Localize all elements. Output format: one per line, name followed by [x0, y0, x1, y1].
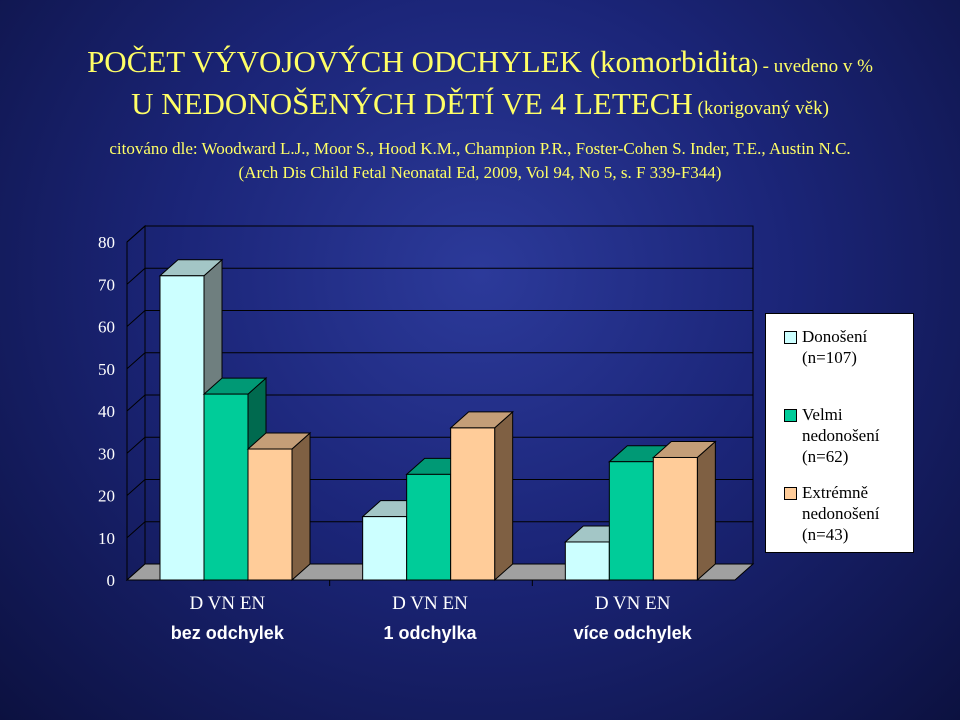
legend-label-line: nedonošení — [802, 426, 880, 445]
y-tick-label: 70 — [98, 275, 115, 294]
legend-label-line: (n=43) — [802, 525, 849, 544]
gridline-side — [126, 225, 146, 243]
chart-title-line-1: POČET VÝVOJOVÝCH ODCHYLEK (komorbidita) … — [0, 44, 960, 80]
legend-label-line: nedonošení — [802, 504, 880, 523]
citation-line-2: (Arch Dis Child Fetal Neonatal Ed, 2009,… — [238, 163, 722, 182]
bar — [362, 516, 408, 581]
category-label: více odchylek — [574, 623, 693, 643]
y-tick-label: 50 — [98, 360, 115, 379]
bar-side — [291, 431, 311, 582]
legend-swatch — [784, 331, 797, 344]
y-tick-label: 80 — [98, 233, 115, 252]
chart-title-line-2: U NEDONOŠENÝCH DĚTÍ VE 4 LETECH (korigov… — [0, 86, 960, 122]
y-tick-label: 40 — [98, 402, 115, 421]
gridline-side — [126, 479, 146, 496]
legend-label: Donošení (n=107) — [802, 326, 912, 368]
gridline-side — [126, 394, 146, 412]
bar — [406, 473, 452, 581]
legend-label-line: Velmi — [802, 405, 843, 424]
category-label: bez odchylek — [171, 623, 285, 643]
legend-label: Extrémně nedonošení (n=43) — [802, 482, 912, 545]
legend-swatch — [784, 409, 797, 422]
legend-label-line: Donošení — [802, 327, 868, 346]
title-main-1: POČET VÝVOJOVÝCH ODCHYLEK (komorbidita — [87, 44, 752, 79]
bar — [450, 427, 496, 581]
gridline-side — [126, 436, 146, 454]
citation-line-1: citováno dle: Woodward L.J., Moor S., Ho… — [109, 139, 851, 158]
bar — [652, 456, 698, 581]
y-tick-label: 20 — [98, 487, 115, 506]
bar — [564, 541, 610, 581]
y-tick-label: 30 — [98, 444, 115, 463]
y-tick-label: 0 — [107, 571, 116, 590]
legend-label-line: Extrémně — [802, 483, 869, 502]
bar — [203, 393, 249, 581]
y-tick-label: 60 — [98, 318, 115, 337]
title-suffix-1: ) - uvedeno v % — [751, 56, 873, 77]
legend-label-line: (n=107) — [802, 348, 857, 367]
category-sublabel: D VN EN — [392, 593, 468, 614]
title-suffix-2: (korigovaný věk) — [692, 98, 829, 119]
chart-legend: Donošení (n=107) Velmi nedonošení (n=62) Extr… — [765, 313, 914, 553]
legend-label-line: (n=62) — [802, 447, 849, 466]
category-sublabel: D VN EN — [190, 593, 266, 614]
bar-side — [696, 440, 716, 582]
category-label: 1 odchylka — [383, 623, 477, 643]
gridline-side — [126, 310, 146, 327]
bar-side — [494, 410, 514, 582]
legend-label: Velmi nedonošení (n=62) — [802, 404, 912, 467]
bar — [247, 448, 293, 581]
bar — [159, 275, 205, 581]
gridline-side — [126, 521, 146, 539]
gridline-side — [126, 267, 146, 285]
legend-swatch — [784, 487, 797, 500]
bar — [608, 461, 654, 581]
y-tick-label: 10 — [98, 529, 115, 548]
category-sublabel: D VN EN — [595, 593, 671, 614]
title-main-2: U NEDONOŠENÝCH DĚTÍ VE 4 LETECH — [131, 86, 693, 121]
gridline-side — [126, 352, 146, 370]
